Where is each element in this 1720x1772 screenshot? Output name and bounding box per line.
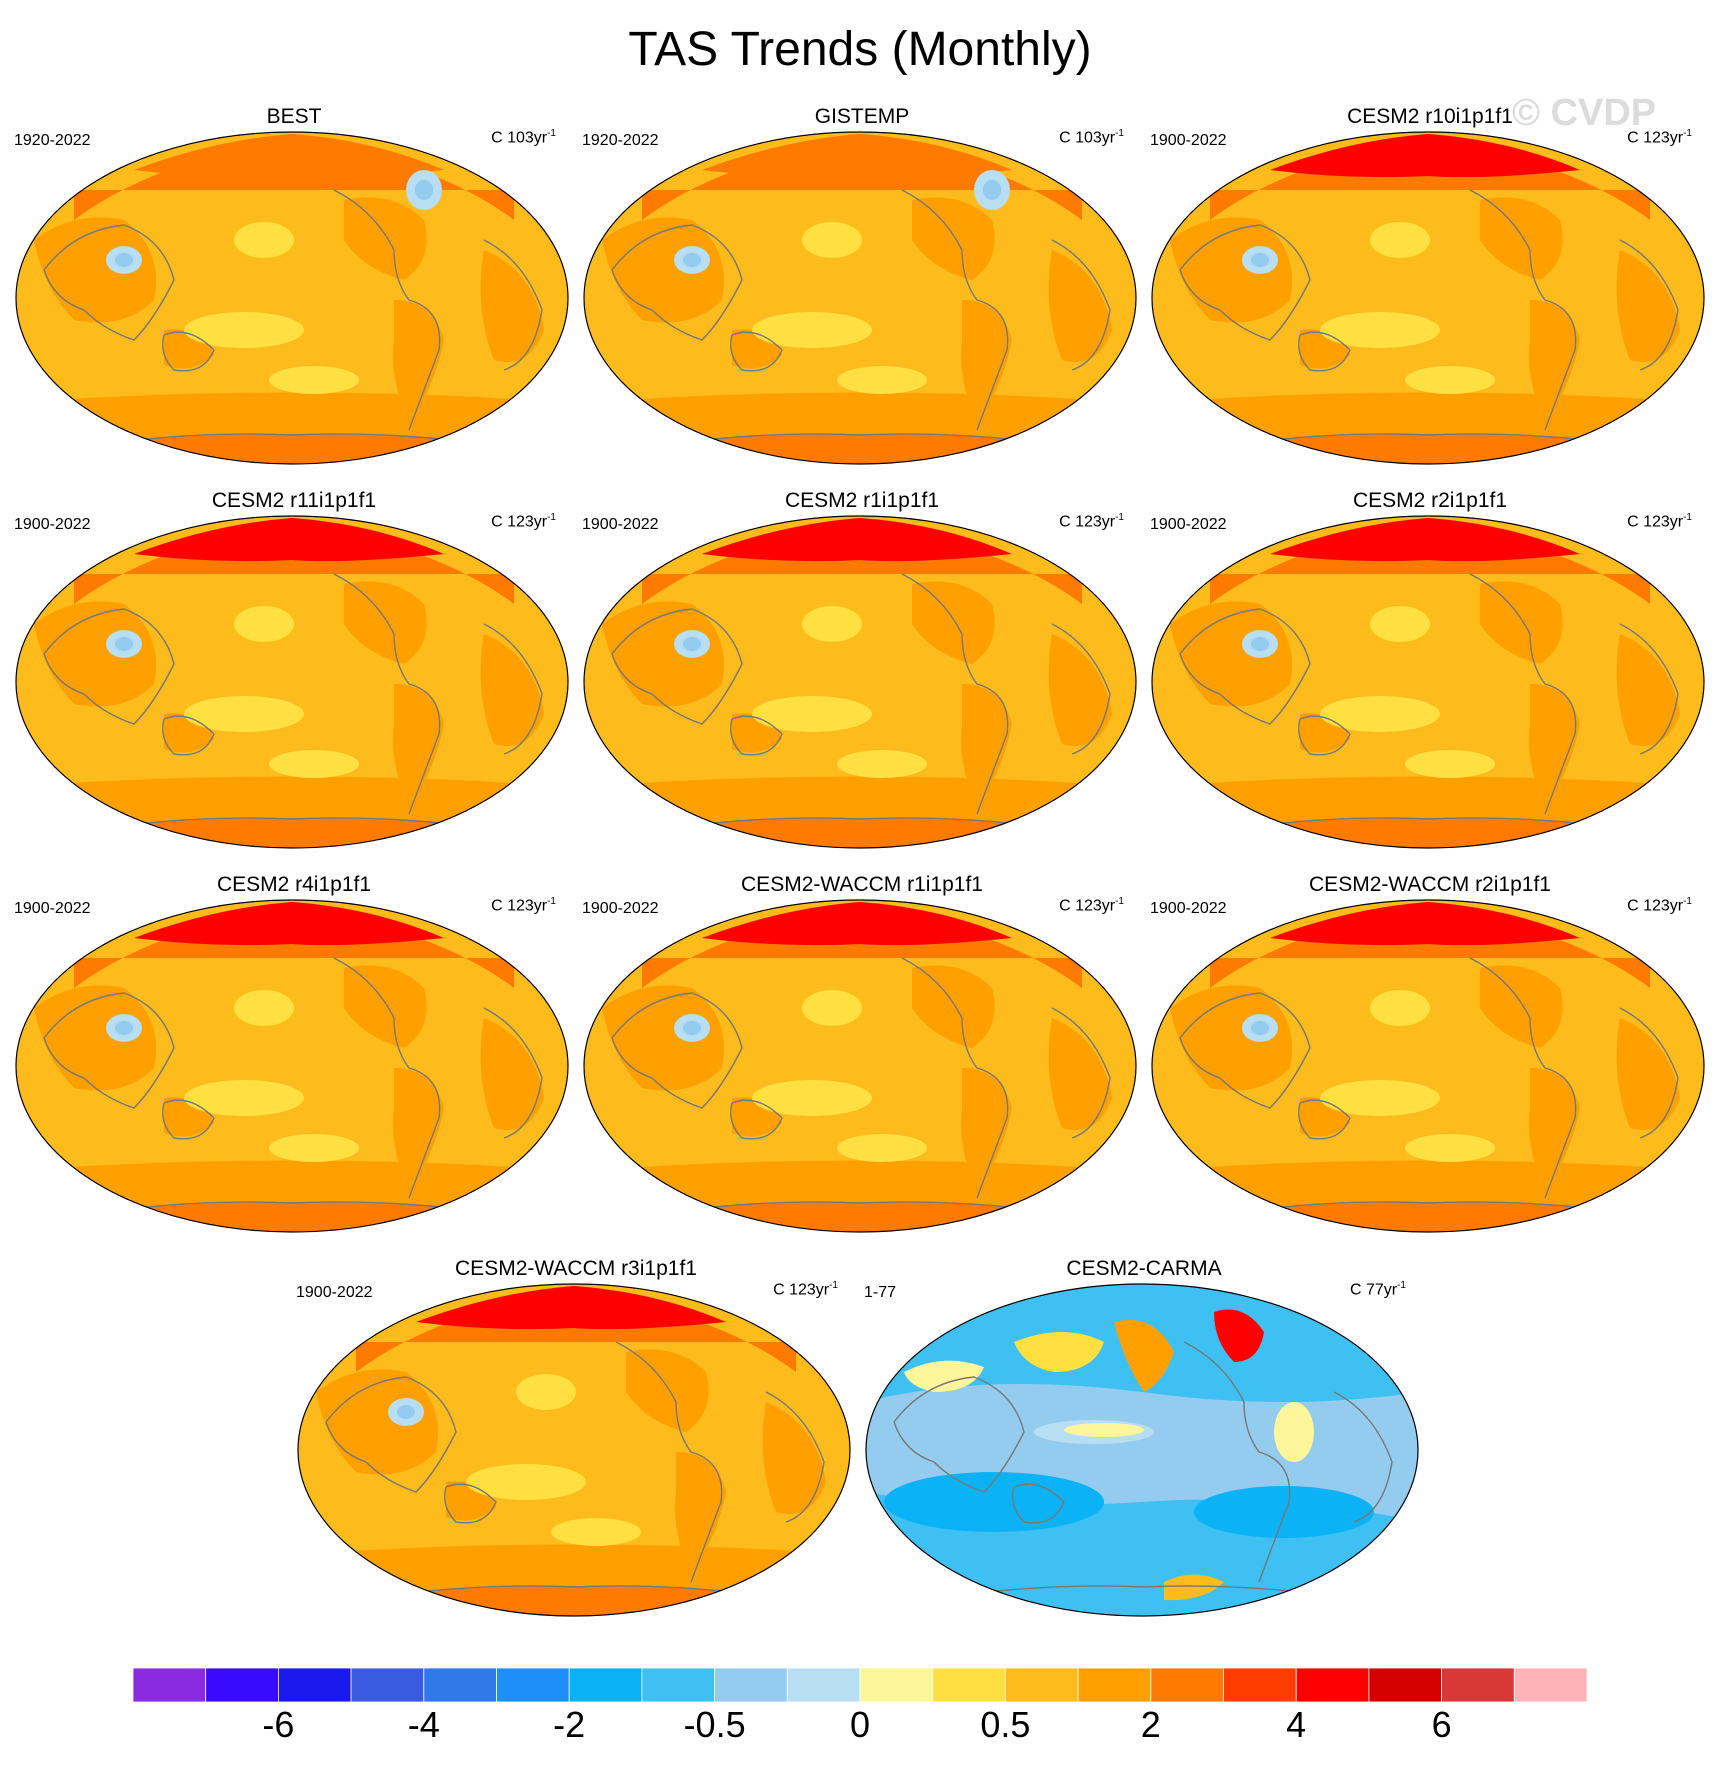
map-panel: CESM2 r4i1p1f1 1900-2022 C 123yr-1	[14, 872, 574, 1252]
panel-title: CESM2 r10i1p1f1	[1347, 105, 1513, 128]
map-panel: BEST 1920-2022 C 103yr-1	[14, 104, 574, 484]
panel-units: C 123yr-1	[491, 512, 556, 531]
panel-units: C 123yr-1	[773, 1280, 838, 1299]
colorbar-label: 0	[849, 1704, 871, 1745]
colorbar-swatch	[641, 1668, 715, 1702]
figure-title: TAS Trends (Monthly)	[628, 23, 1092, 76]
colorbar-label: 0.5	[980, 1704, 1031, 1745]
colorbar-swatch	[1368, 1668, 1443, 1702]
robinson-map	[1151, 131, 1705, 465]
colorbar-swatch	[1223, 1668, 1297, 1702]
panel-period: 1900-2022	[1150, 516, 1227, 533]
map-panel: GISTEMP 1920-2022 C 103yr-1	[582, 104, 1142, 484]
panel-units: C 123yr-1	[491, 896, 556, 915]
panel-title: CESM2-WACCM r2i1p1f1	[1309, 873, 1551, 896]
robinson-map	[865, 1283, 1419, 1617]
colorbar-swatch	[350, 1668, 425, 1702]
cvdp-watermark: © CVDP	[1512, 92, 1657, 134]
panel-units: C 123yr-1	[1627, 128, 1692, 147]
panel-period: 1900-2022	[14, 900, 91, 917]
panel-units: C 103yr-1	[1059, 128, 1124, 147]
panel-title: CESM2-CARMA	[1066, 1257, 1222, 1280]
colorbar-label: -6	[262, 1704, 295, 1745]
robinson-map	[583, 899, 1137, 1233]
colorbar-swatch	[496, 1668, 570, 1702]
robinson-map	[1151, 515, 1705, 849]
colorbar-label: -0.5	[683, 1704, 746, 1745]
panel-period: 1900-2022	[582, 900, 659, 917]
panel-units: C 123yr-1	[1059, 896, 1124, 915]
panel-period: 1900-2022	[582, 516, 659, 533]
panel-units: C 77yr-1	[1349, 1280, 1406, 1299]
colorbar-swatch	[1150, 1668, 1224, 1702]
colorbar-label: -4	[407, 1704, 440, 1745]
panel-period: 1900-2022	[1150, 132, 1227, 149]
map-panel: CESM2 r10i1p1f1 1900-2022 C 123yr-1	[1150, 104, 1710, 484]
colorbar-labels: -6 -4 -2 -0.5 0 0.5 2 4 6	[0, 1704, 1720, 1752]
map-panel: CESM2 r2i1p1f1 1900-2022 C 123yr-1	[1150, 488, 1710, 868]
panel-units: C 123yr-1	[1059, 512, 1124, 531]
map-panel: CESM2-WACCM r2i1p1f1 1900-2022 C 123yr-1	[1150, 872, 1710, 1252]
map-panel: CESM2-WACCM r3i1p1f1 1900-2022 C 123yr-1	[296, 1256, 856, 1636]
panel-units: C 103yr-1	[491, 128, 556, 147]
colorbar-swatch	[568, 1668, 643, 1702]
colorbar-label: 2	[1140, 1704, 1161, 1745]
panel-title: CESM2-WACCM r1i1p1f1	[741, 873, 983, 896]
colorbar-label: 4	[1286, 1704, 1307, 1745]
colorbar-label: -2	[553, 1704, 586, 1745]
colorbar-swatch	[1441, 1668, 1515, 1702]
panel-period: 1920-2022	[582, 132, 659, 149]
panel-title: CESM2 r11i1p1f1	[211, 489, 377, 512]
panel-title: BEST	[266, 105, 322, 128]
colorbar-label: 6	[1431, 1704, 1452, 1745]
map-panel: CESM2-WACCM r1i1p1f1 1900-2022 C 123yr-1	[582, 872, 1142, 1252]
robinson-map	[583, 515, 1137, 849]
robinson-map	[15, 515, 569, 849]
panel-units: C 123yr-1	[1627, 896, 1692, 915]
panel-title: CESM2 r1i1p1f1	[784, 489, 940, 512]
robinson-map	[15, 131, 569, 465]
panel-title: CESM2 r4i1p1f1	[216, 873, 372, 896]
colorbar-swatch	[786, 1668, 861, 1702]
robinson-map	[297, 1283, 851, 1617]
panel-title: CESM2-WACCM r3i1p1f1	[455, 1257, 697, 1280]
robinson-map	[583, 131, 1137, 465]
colorbar	[133, 1668, 1587, 1702]
panel-period: 1-77	[864, 1284, 897, 1301]
panel-period: 1900-2022	[296, 1284, 373, 1301]
colorbar-swatch	[205, 1668, 279, 1702]
colorbar-swatch	[277, 1668, 352, 1702]
colorbar-swatch	[133, 1668, 207, 1702]
map-panel: CESM2 r1i1p1f1 1900-2022 C 123yr-1	[582, 488, 1142, 868]
panel-period: 1900-2022	[1150, 900, 1227, 917]
colorbar-swatch	[1513, 1668, 1587, 1702]
colorbar-swatch	[932, 1668, 1006, 1702]
colorbar-swatch	[714, 1668, 788, 1702]
colorbar-swatch	[1005, 1668, 1079, 1702]
map-panel: CESM2-CARMA 1-77 C 77yr-1	[864, 1256, 1424, 1636]
panel-period: 1920-2022	[14, 132, 91, 149]
colorbar-swatch	[1295, 1668, 1370, 1702]
panel-title: CESM2 r2i1p1f1	[1352, 489, 1508, 512]
panel-period: 1900-2022	[14, 516, 91, 533]
robinson-map	[15, 899, 569, 1233]
colorbar-swatch	[859, 1668, 934, 1702]
panel-units: C 123yr-1	[1627, 512, 1692, 531]
robinson-map	[1151, 899, 1705, 1233]
colorbar-swatch	[1077, 1668, 1152, 1702]
panel-title: GISTEMP	[814, 105, 910, 128]
map-panel: CESM2 r11i1p1f1 1900-2022 C 123yr-1	[14, 488, 574, 868]
colorbar-swatch	[423, 1668, 497, 1702]
